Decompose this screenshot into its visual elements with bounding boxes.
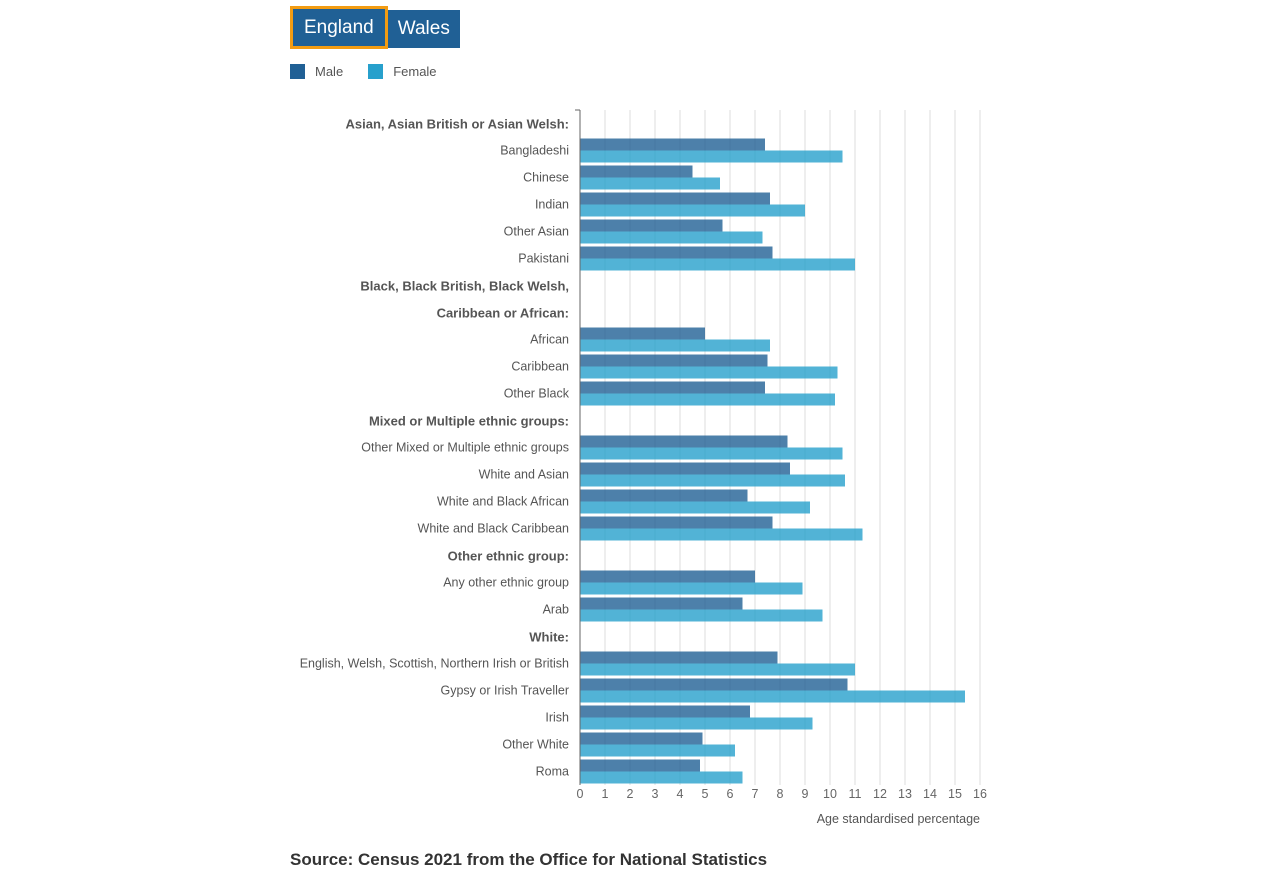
bar-female-1-1 [580,366,838,379]
category-label-0-3: Other Asian [504,225,569,239]
x-axis-label: Age standardised percentage [817,812,980,826]
chart-legend: Male Female [290,64,462,79]
bar-female-0-3 [580,231,763,244]
bar-male-1-1 [580,354,768,367]
legend-label-male: Male [315,64,344,79]
bar-female-4-3 [580,744,735,757]
x-tick-label-1: 1 [602,787,609,801]
x-tick-label-2: 2 [627,787,634,801]
bar-male-2-2 [580,489,748,502]
category-label-2-3: White and Black Caribbean [418,522,570,536]
bar-female-4-4 [580,771,743,784]
bar-female-0-0 [580,150,843,163]
group-heading-1-1: Caribbean or African: [437,306,569,321]
x-tick-label-15: 15 [948,787,962,801]
category-label-1-1: Caribbean [511,360,569,374]
bar-female-1-2 [580,393,835,406]
bar-female-2-0 [580,447,843,460]
category-label-0-1: Chinese [523,171,569,185]
bar-male-4-4 [580,759,700,772]
bar-female-2-2 [580,501,810,514]
category-label-0-2: Indian [535,198,569,212]
group-heading-1-0: Black, Black British, Black Welsh, [360,279,569,294]
tab-wales[interactable]: Wales [387,10,460,48]
bar-male-3-0 [580,570,755,583]
bar-male-4-3 [580,732,703,745]
bar-male-0-3 [580,219,723,232]
category-label-1-0: African [530,333,569,347]
category-label-3-1: Arab [543,603,569,617]
bar-female-3-1 [580,609,823,622]
group-heading-3-0: Other ethnic group: [448,549,569,564]
x-tick-label-14: 14 [923,787,937,801]
bar-male-0-1 [580,165,693,178]
bar-female-0-1 [580,177,720,190]
bar-male-0-4 [580,246,773,259]
bar-male-2-1 [580,462,790,475]
bar-female-4-2 [580,717,813,730]
category-label-2-1: White and Asian [479,468,569,482]
x-tick-label-5: 5 [702,787,709,801]
category-label-0-0: Bangladeshi [500,144,569,158]
group-heading-4-0: White: [529,630,569,645]
x-tick-label-11: 11 [849,787,862,801]
group-heading-2-0: Mixed or Multiple ethnic groups: [369,414,569,429]
bar-male-0-0 [580,138,765,151]
bar-female-1-0 [580,339,770,352]
category-label-4-2: Irish [545,711,569,725]
category-label-3-0: Any other ethnic group [443,576,569,590]
area-tabs: England Wales [290,6,460,49]
bar-male-4-2 [580,705,750,718]
category-label-4-3: Other White [502,738,569,752]
bar-chart: Asian, Asian British or Asian Welsh: Bang… [300,109,987,826]
bar-female-4-1 [580,690,965,703]
x-tick-label-6: 6 [727,787,734,801]
x-tick-label-13: 13 [898,787,912,801]
bar-male-0-2 [580,192,770,205]
x-tick-label-9: 9 [802,787,809,801]
x-tick-label-16: 16 [973,787,987,801]
bar-male-2-3 [580,516,773,529]
category-label-4-4: Roma [536,765,569,779]
legend-label-female: Female [393,64,437,79]
bar-male-2-0 [580,435,788,448]
bar-female-2-1 [580,474,845,487]
category-label-2-0: Other Mixed or Multiple ethnic groups [361,441,569,455]
bar-female-0-4 [580,258,855,271]
bar-male-1-0 [580,327,705,340]
category-label-1-2: Other Black [504,387,570,401]
group-heading-0-0: Asian, Asian British or Asian Welsh: [346,117,569,132]
x-tick-label-8: 8 [777,787,784,801]
category-label-4-0: English, Welsh, Scottish, Northern Irish… [300,657,569,671]
x-tick-label-7: 7 [752,787,759,801]
bar-male-1-2 [580,381,765,394]
bar-male-4-1 [580,678,848,691]
legend-swatch-male [290,64,305,79]
legend-item-female: Female [368,64,437,79]
source-note: Source: Census 2021 from the Office for … [290,850,768,869]
x-tick-label-0: 0 [577,787,584,801]
legend-swatch-female [368,64,384,79]
bar-female-2-3 [580,528,863,541]
bar-female-4-0 [580,663,855,676]
bar-female-3-0 [580,582,803,595]
bar-male-3-1 [580,597,743,610]
tab-england[interactable]: England [290,6,388,49]
x-tick-label-4: 4 [677,787,684,801]
bar-female-0-2 [580,204,805,217]
category-label-2-2: White and Black African [437,495,569,509]
category-label-4-1: Gypsy or Irish Traveller [440,684,569,698]
category-label-0-4: Pakistani [518,252,569,266]
x-tick-label-12: 12 [873,787,887,801]
x-tick-label-3: 3 [652,787,659,801]
bar-male-4-0 [580,651,778,664]
x-tick-label-10: 10 [823,787,837,801]
legend-item-male: Male [290,64,343,79]
